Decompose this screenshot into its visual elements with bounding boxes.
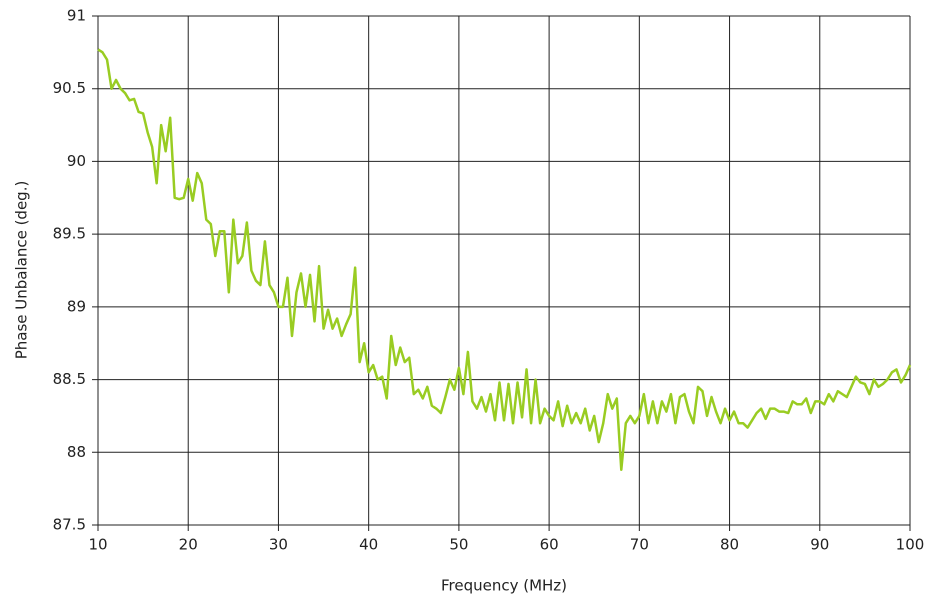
data-line [97, 48, 912, 471]
x-tick-label: 40 [359, 536, 378, 554]
y-tick-label: 90 [67, 152, 86, 170]
x-tick-label: 10 [88, 536, 107, 554]
y-tick-label: 88 [67, 443, 86, 461]
x-axis-title: Frequency (MHz) [441, 577, 567, 595]
x-tick-label: 90 [810, 536, 829, 554]
y-tick-label: 89 [67, 297, 86, 315]
y-tick-label: 87.5 [53, 516, 86, 534]
y-tick-label: 89.5 [53, 225, 86, 243]
x-tick-label: 50 [449, 536, 468, 554]
x-tick-label: 60 [540, 536, 559, 554]
x-tick-label: 80 [720, 536, 739, 554]
y-tick-label: 88.5 [53, 370, 86, 388]
x-tick-label: 70 [630, 536, 649, 554]
x-tick-label: 30 [269, 536, 288, 554]
y-axis-title: Phase Unbalance (deg.) [13, 181, 31, 360]
y-tick-label: 91 [67, 7, 86, 25]
x-tick-label: 20 [179, 536, 198, 554]
x-tick-label: 100 [896, 536, 925, 554]
y-tick-label: 90.5 [53, 79, 86, 97]
